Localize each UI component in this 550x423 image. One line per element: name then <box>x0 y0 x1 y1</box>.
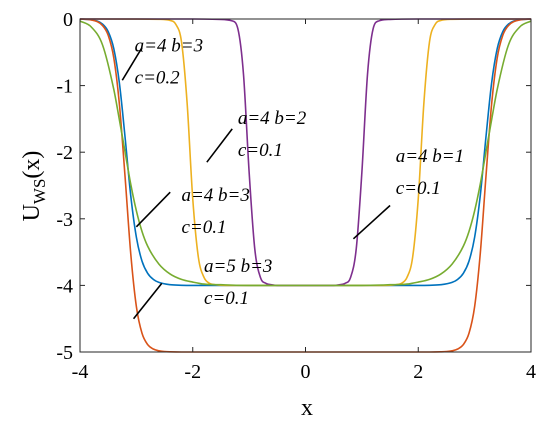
annotation-text-5: c=0.1 <box>396 178 441 199</box>
x-tick-label: 2 <box>413 361 423 383</box>
y-tick-label: -2 <box>56 142 73 164</box>
y-axis-label: UWS(x) <box>19 151 49 222</box>
y-tick-label: -5 <box>56 342 73 364</box>
annotation-text-1: a=4 b=3 <box>135 36 203 57</box>
x-tick-label: -2 <box>184 361 201 383</box>
annotation-text-1: c=0.2 <box>135 68 181 89</box>
series-line-5 <box>79 20 532 287</box>
y-tick-label: 0 <box>63 9 73 31</box>
annotations-layer: a=4 b=3 c=0.2 a=4 b=2 c=0.1 a=4 b=3 c=0.1 a=5 … <box>121 36 464 320</box>
y-tick-label: -1 <box>56 76 73 98</box>
annotation-text-3: c=0.1 <box>181 217 226 238</box>
x-axis-label: x <box>301 395 313 421</box>
y-axis-label-arg: (x) <box>19 151 45 179</box>
x-tick-label: 4 <box>526 361 536 383</box>
annotation-text-3: a=4 b=3 <box>181 185 249 206</box>
x-tick-label: 0 <box>301 361 311 383</box>
annotation-text-2: a=4 b=2 <box>238 108 307 129</box>
annotation-pointer-5 <box>352 204 391 240</box>
y-axis-label-main: U <box>19 204 45 221</box>
y-tick-label: -3 <box>56 209 73 231</box>
annotation-text-4: a=5 b=3 <box>204 256 272 277</box>
annotation-pointer-2 <box>206 128 233 163</box>
curves-layer <box>79 18 532 353</box>
annotation-text-4: c=0.1 <box>204 288 249 309</box>
y-tick-label: -4 <box>56 275 73 297</box>
annotation-pointer-4 <box>132 282 163 320</box>
x-tick-label: -4 <box>72 361 89 383</box>
axes-layer: -4 -2 0 2 40-1-2-3-4-5 <box>56 9 536 383</box>
annotation-text-5: a=4 b=1 <box>396 146 464 167</box>
annotation-text-2: c=0.1 <box>238 140 283 161</box>
y-axis-label-sub: WS <box>30 179 49 205</box>
annotation-pointer-1 <box>121 47 143 81</box>
annotation-pointer-3 <box>135 191 171 228</box>
